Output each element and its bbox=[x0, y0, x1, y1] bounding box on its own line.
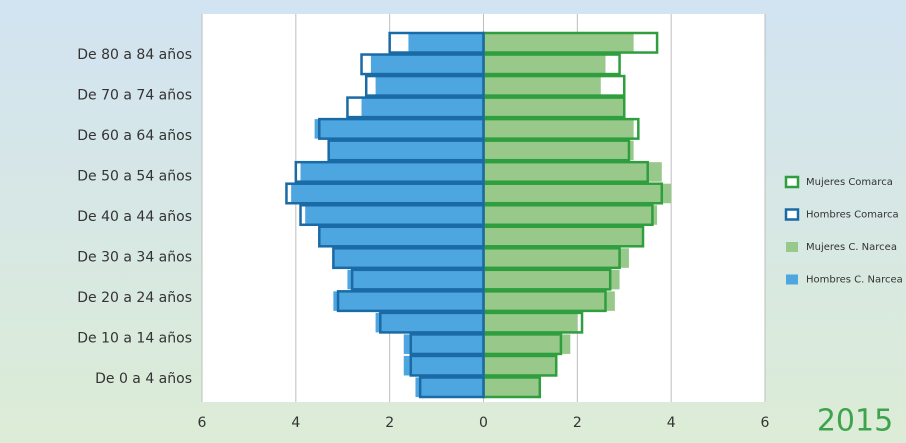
bar bbox=[483, 355, 557, 376]
legend-label: Hombres C. Narcea bbox=[806, 275, 903, 286]
bar bbox=[483, 226, 644, 247]
bar bbox=[403, 355, 484, 376]
bar bbox=[379, 311, 485, 334]
bar bbox=[483, 119, 634, 139]
bar bbox=[483, 76, 601, 96]
bar bbox=[327, 139, 485, 162]
bar bbox=[346, 96, 485, 119]
x-tick-label: 2 bbox=[573, 415, 582, 431]
bar bbox=[305, 205, 484, 225]
bar bbox=[483, 140, 634, 161]
bar bbox=[415, 377, 484, 397]
y-tick-label: De 30 a 34 años bbox=[77, 250, 192, 266]
y-tick-label: De 40 a 44 años bbox=[77, 209, 192, 225]
bar bbox=[318, 225, 485, 248]
y-tick-label: De 0 a 4 años bbox=[95, 371, 192, 387]
bar bbox=[483, 334, 571, 354]
legend-label: Hombres Comarca bbox=[806, 210, 899, 221]
y-tick-label: De 50 a 54 años bbox=[77, 169, 192, 185]
x-tick-label: 4 bbox=[291, 415, 300, 431]
bar bbox=[318, 117, 485, 140]
legend-swatch bbox=[786, 242, 798, 252]
x-tick-label: 0 bbox=[479, 415, 488, 431]
x-tick-label: 4 bbox=[667, 415, 676, 431]
bar bbox=[291, 183, 484, 204]
bar bbox=[314, 119, 484, 139]
bar bbox=[360, 53, 485, 76]
x-tick-label: 6 bbox=[198, 415, 207, 431]
bar bbox=[483, 205, 658, 225]
legend-swatch bbox=[784, 175, 800, 189]
bar bbox=[370, 54, 484, 75]
y-tick-label: De 70 a 74 años bbox=[77, 88, 192, 104]
bar bbox=[333, 291, 484, 311]
bar bbox=[483, 183, 672, 204]
x-tick-label: 2 bbox=[385, 415, 394, 431]
y-tick-label: De 60 a 64 años bbox=[77, 128, 192, 144]
bar bbox=[388, 31, 485, 54]
bar bbox=[299, 203, 485, 227]
bar bbox=[483, 54, 606, 75]
bar bbox=[285, 182, 485, 205]
bar bbox=[364, 74, 485, 97]
bar bbox=[483, 248, 629, 268]
bar bbox=[403, 334, 484, 354]
chart-title: 2015 bbox=[817, 404, 893, 439]
bar bbox=[332, 247, 485, 270]
y-tick-label: De 10 a 14 años bbox=[77, 331, 192, 347]
bar bbox=[483, 377, 540, 397]
legend-label: Mujeres C. Narcea bbox=[806, 242, 897, 253]
legend-swatch bbox=[784, 208, 800, 221]
bar bbox=[483, 162, 662, 182]
bar bbox=[375, 312, 484, 333]
y-tick-label: De 80 a 84 años bbox=[77, 47, 192, 63]
legend-swatch bbox=[786, 274, 798, 285]
bar bbox=[483, 269, 620, 290]
bar bbox=[483, 33, 634, 53]
bar bbox=[336, 290, 485, 313]
bar bbox=[418, 376, 485, 399]
bar bbox=[319, 226, 484, 247]
bar bbox=[409, 354, 485, 377]
bar bbox=[409, 333, 485, 356]
legend-label: Mujeres Comarca bbox=[806, 177, 893, 188]
bar bbox=[483, 97, 625, 118]
bar bbox=[375, 76, 484, 96]
bar bbox=[350, 268, 485, 291]
bar bbox=[361, 97, 484, 118]
bar bbox=[333, 248, 484, 268]
bar bbox=[347, 269, 484, 290]
bar bbox=[408, 33, 484, 53]
bar bbox=[294, 160, 485, 183]
bar bbox=[300, 162, 484, 182]
bar bbox=[483, 291, 615, 311]
y-tick-label: De 20 a 24 años bbox=[77, 290, 192, 306]
x-tick-label: 6 bbox=[761, 415, 770, 431]
bar bbox=[483, 312, 578, 333]
bar bbox=[328, 140, 484, 161]
